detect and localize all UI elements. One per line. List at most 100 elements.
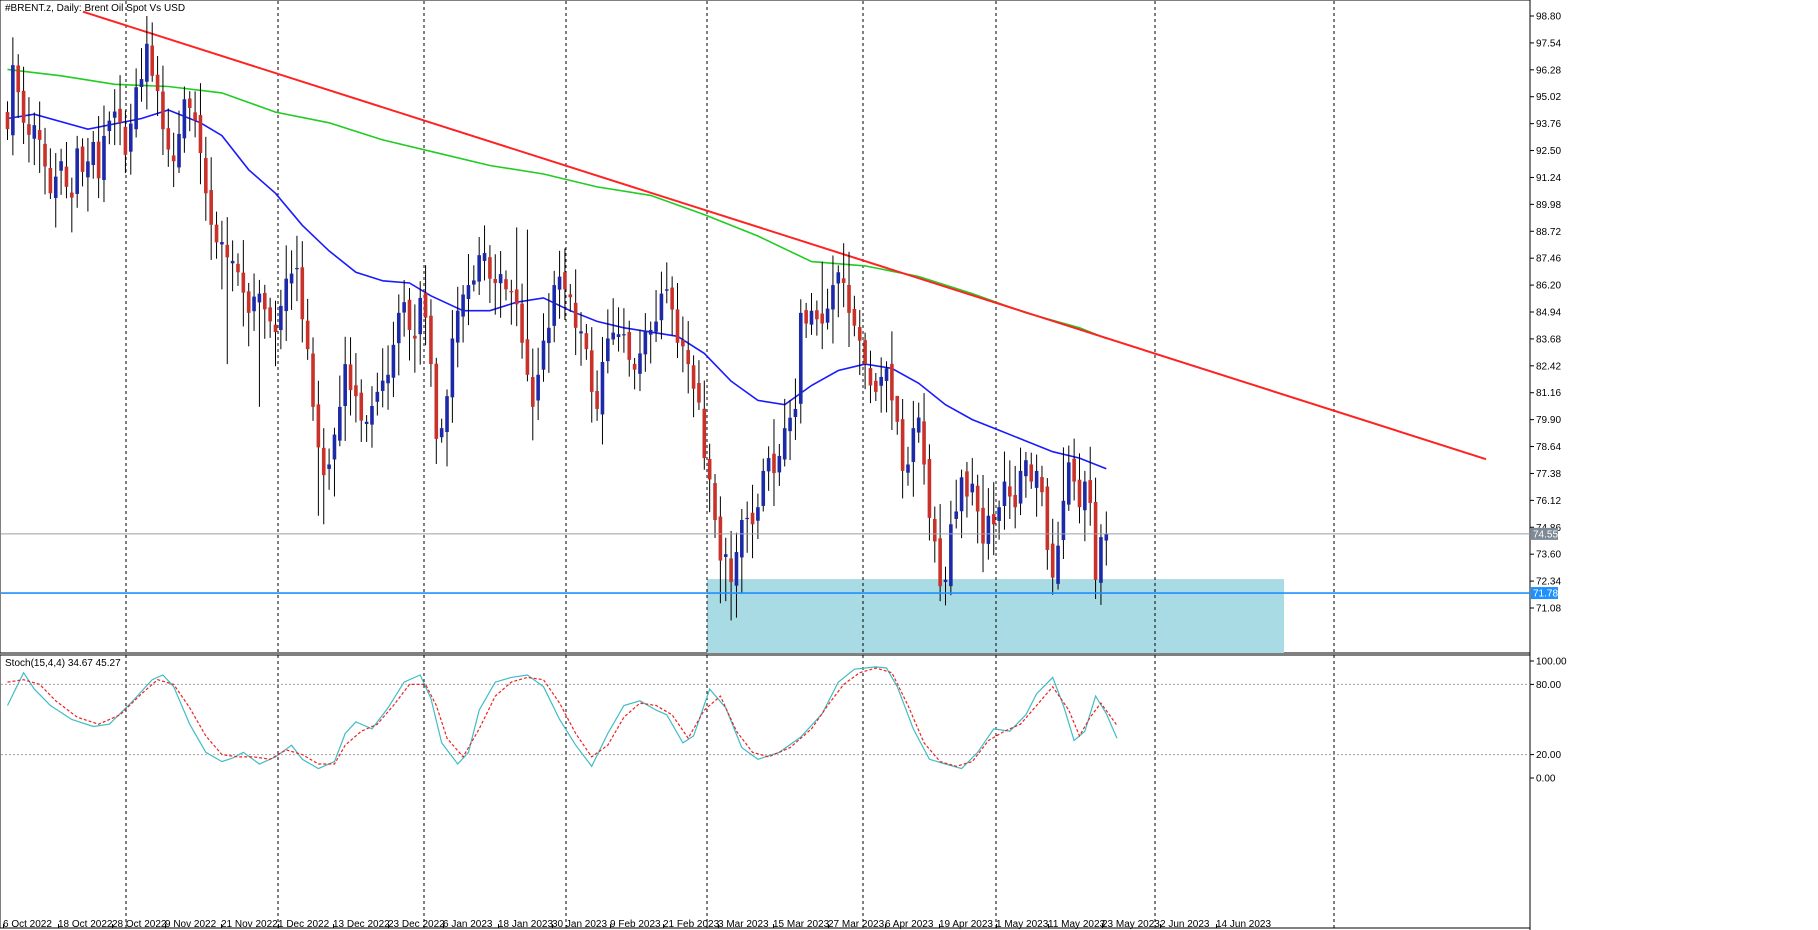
candle-bear: [563, 272, 567, 290]
date-label: 1 May 2023: [996, 919, 1049, 930]
candle-bear: [525, 339, 530, 375]
candle-bear: [171, 155, 176, 162]
main-panel-frame: [0, 0, 1531, 654]
stochastic-lines: [6, 666, 1118, 770]
candle-bull: [145, 43, 149, 82]
candle-bear: [354, 385, 358, 397]
candle-bull: [959, 477, 964, 512]
candle-bear: [187, 98, 192, 109]
price-tick-label: 95.02: [1536, 92, 1561, 103]
candle-bear: [64, 166, 69, 187]
candle-bear: [504, 279, 508, 290]
date-label: 9 Nov 2022: [165, 919, 217, 930]
candle-bull: [809, 310, 814, 325]
candle-bear: [198, 115, 203, 154]
candle-bear: [300, 267, 305, 320]
candle-bull: [740, 520, 744, 558]
candle-bull: [386, 374, 390, 384]
candle-bear: [938, 538, 942, 587]
candle-bull: [1104, 533, 1109, 541]
candle-bear: [1072, 458, 1076, 482]
candle-bull: [643, 330, 648, 355]
candle-bull: [664, 289, 669, 291]
date-label: 18 Oct 2022: [58, 919, 113, 930]
candle-bear: [852, 308, 857, 326]
candle-bull: [295, 268, 299, 270]
candle-bear: [991, 514, 996, 525]
candle-bull: [798, 312, 803, 404]
candle-bull: [606, 338, 610, 362]
date-label: 30 Jan 2023: [552, 919, 607, 930]
candle-bull: [107, 120, 112, 132]
price-tick-label: 78.64: [1536, 442, 1561, 453]
candle-bull: [327, 464, 331, 469]
candle-bull: [648, 329, 653, 335]
candle-bear: [697, 382, 701, 403]
date-label: 21 Nov 2022: [221, 919, 278, 930]
candle-bear: [1093, 501, 1098, 580]
candle-bear: [316, 404, 321, 448]
candle-bull: [402, 302, 406, 313]
candle-bear: [21, 90, 26, 123]
candle-bull: [32, 125, 37, 139]
candle-bear: [718, 516, 723, 561]
candle-bear: [520, 303, 524, 343]
candle-bear: [413, 335, 417, 339]
price-tick-label: 87.46: [1536, 254, 1561, 265]
candle-bull: [879, 376, 883, 386]
candle-bull: [600, 361, 605, 415]
date-label: 6 Apr 2023: [885, 919, 934, 930]
price-tick-label: 97.54: [1536, 38, 1561, 49]
price-tick-label: 76.12: [1536, 496, 1561, 507]
candle-bull: [1024, 460, 1028, 477]
price-axis: 98.80 97.54 96.28 95.02 93.76 92.50 91.24 89.98…: [1530, 12, 1561, 615]
stoch-main-line: [6, 666, 1118, 770]
stoch-tick-label: 0.00: [1536, 774, 1556, 785]
candle-bull: [884, 368, 889, 381]
candle-bull: [954, 511, 959, 519]
stoch-tick-label: 80.00: [1536, 680, 1561, 691]
date-label: 14 Jun 2023: [1216, 919, 1271, 930]
date-label: 23 May 2023: [1102, 919, 1160, 930]
candle-bear: [1077, 479, 1082, 508]
date-label: 19 Apr 2023: [939, 919, 993, 930]
candle-bull: [289, 273, 294, 284]
candle-bull: [836, 272, 841, 284]
candle-bull: [831, 285, 835, 310]
candle-bear: [707, 458, 712, 480]
date-label: 11 May 2023: [1048, 919, 1106, 930]
candle-bear: [584, 333, 589, 350]
support-level-marker-label: 71.78: [1533, 589, 1558, 600]
price-tick-label: 72.34: [1536, 577, 1561, 588]
candle-bear: [815, 310, 819, 320]
date-label: 23 Dec 2022: [388, 919, 445, 930]
candle-bear: [493, 278, 498, 283]
date-label: 15 Mar 2023: [773, 919, 830, 930]
date-label: 2 Jun 2023: [1160, 919, 1210, 930]
date-label: 9 Feb 2023: [610, 919, 661, 930]
candle-bear: [713, 483, 717, 521]
candle-bull: [723, 554, 728, 557]
candle-bear: [691, 365, 696, 389]
candle-bear: [123, 126, 128, 155]
candle-bull: [557, 276, 562, 290]
current-price-marker-box: [1531, 527, 1558, 540]
stoch-tick-label: 100.00: [1536, 657, 1567, 668]
candle-bear: [847, 284, 851, 313]
candle-bull: [793, 408, 798, 418]
candle-bear: [890, 363, 894, 401]
ma-fast-line: [7, 109, 1107, 470]
candle-bull: [638, 353, 642, 374]
stoch-signal-line: [7, 667, 1118, 767]
candle-bull: [1018, 470, 1023, 504]
candle-bear: [868, 368, 873, 386]
candle-bear: [16, 65, 21, 93]
candle-bull: [177, 133, 181, 168]
date-label: 1 Dec 2022: [278, 919, 330, 930]
candle-bear: [204, 158, 208, 194]
candle-bull: [230, 260, 235, 264]
trendline: [82, 10, 1487, 461]
candle-bull: [906, 464, 910, 473]
candle-bear: [321, 447, 326, 476]
